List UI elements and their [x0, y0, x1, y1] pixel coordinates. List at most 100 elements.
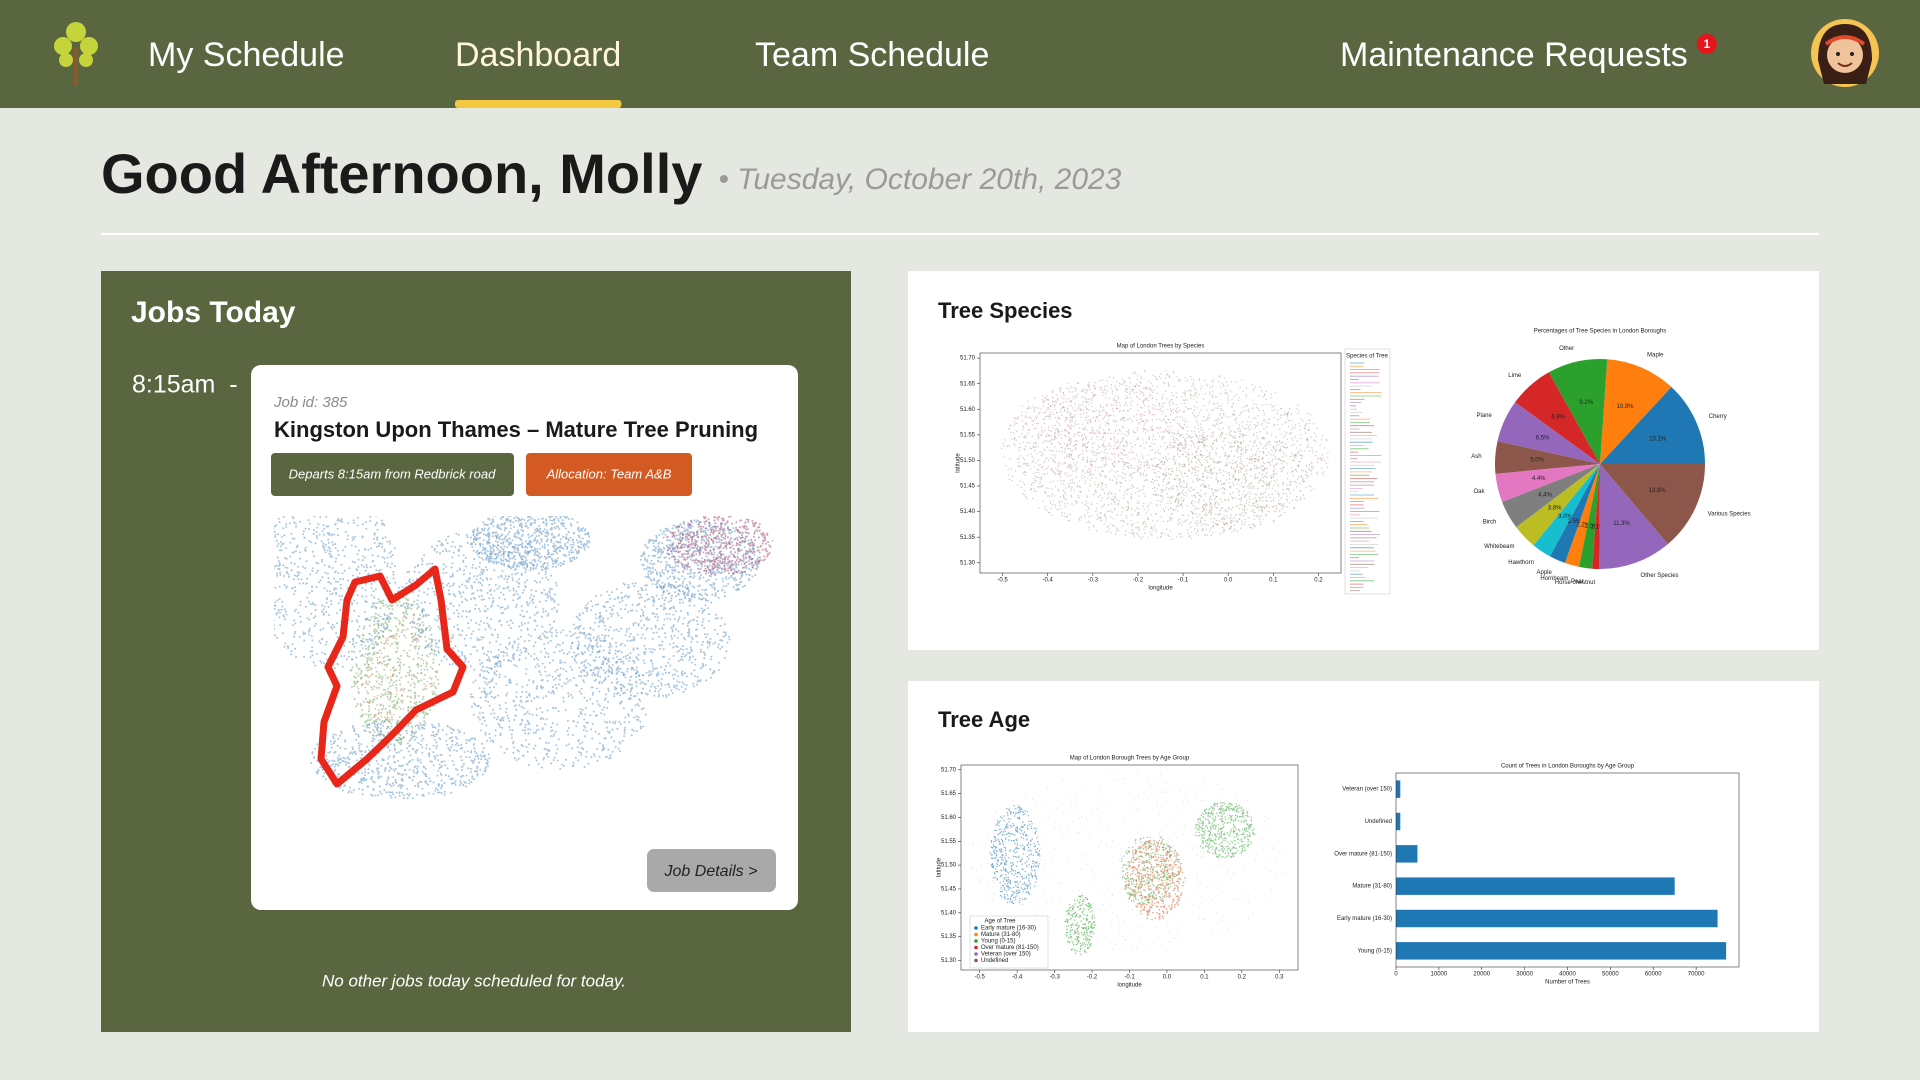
pie-slice	[1579, 464, 1600, 569]
legend-marker	[974, 952, 978, 956]
x-tick-label: 30000	[1516, 972, 1533, 978]
legend-marker	[974, 932, 978, 937]
pie-value-label: 1.1%	[1591, 525, 1605, 531]
job-map	[274, 516, 773, 810]
pie-title: Percentages of Tree Species in London Bo…	[1534, 329, 1666, 335]
pie-value-label: 5.0%	[1530, 458, 1544, 464]
pie-value-label: 13.1%	[1649, 436, 1667, 442]
x-tick-label: 0	[1394, 972, 1398, 978]
texture	[1064, 895, 1096, 955]
y-tick-label: 51.60	[960, 407, 976, 413]
allocation-tag	[526, 453, 692, 496]
x-tick-label: 0.2	[1238, 975, 1247, 981]
texture	[989, 805, 1041, 905]
x-axis-label: longitude	[1117, 983, 1142, 989]
pie-label: Various Species	[1708, 511, 1751, 517]
job-map-bg	[274, 516, 773, 810]
pie-label: Cherry	[1709, 414, 1727, 420]
texture	[1194, 802, 1256, 859]
avatar[interactable]	[1811, 19, 1879, 87]
nav-item[interactable]: Dashboard	[455, 36, 621, 74]
jobs-footer: No other jobs today scheduled for today.	[322, 971, 626, 990]
legend-title: Species of Tree	[1346, 354, 1388, 360]
y-tick-label: 51.70	[960, 356, 976, 362]
logo[interactable]	[54, 22, 98, 86]
pie-label: Lime	[1508, 373, 1522, 379]
plot-frame	[979, 352, 1342, 574]
y-tick-label: Undefined	[1365, 819, 1392, 825]
bar	[1396, 845, 1418, 863]
pie-label: Pear	[1571, 579, 1584, 585]
avatar-eye	[1836, 52, 1840, 56]
pie-slice	[1565, 464, 1600, 567]
y-tick-label: 51.65	[941, 791, 957, 797]
pie-value-label: 6.9%	[1551, 414, 1565, 420]
bar	[1396, 909, 1718, 928]
texture	[1120, 836, 1181, 905]
age-panel	[908, 681, 1819, 1032]
x-tick-label: -0.3	[1088, 578, 1099, 584]
y-tick-label: 51.30	[941, 958, 957, 964]
bar	[1396, 942, 1727, 960]
pie-slice	[1495, 441, 1600, 474]
job-details-label[interactable]: Job Details >	[664, 863, 758, 880]
x-tick-label: 0.0	[1224, 578, 1233, 584]
y-tick-label: 51.45	[960, 484, 976, 490]
logo-leaf	[66, 22, 86, 42]
nav-item[interactable]: Team Schedule	[755, 36, 989, 74]
x-axis-label: Number of Trees	[1545, 980, 1590, 986]
x-tick-label: -0.2	[1133, 578, 1144, 584]
logo-leaf	[54, 37, 72, 55]
legend-label: Early mature (16-30)	[981, 926, 1036, 932]
pie-label: Whitebeam	[1484, 544, 1514, 550]
y-tick-label: 51.45	[941, 887, 957, 893]
pie-label: Oak	[1474, 489, 1486, 495]
job-details-button[interactable]	[647, 849, 776, 892]
map-title: Map of London Borough Trees by Age Group	[1070, 756, 1190, 762]
nav-item[interactable]: Maintenance Requests	[1340, 36, 1688, 74]
pie-value-label: 3.0%	[1558, 514, 1572, 520]
pie-label: Plane	[1477, 413, 1493, 419]
y-tick-label: Veteran (over 150)	[1342, 787, 1392, 793]
age-bar-chart: Count of Trees in London Boroughs by Age…	[1334, 764, 1740, 986]
x-axis-label: longitude	[1148, 586, 1173, 592]
texture	[310, 720, 491, 800]
x-tick-label: -0.5	[975, 975, 986, 981]
pie-slice	[1533, 464, 1600, 557]
legend-marker	[974, 958, 978, 963]
age-map: Map of London Borough Trees by Age Group…	[937, 756, 1299, 989]
job-id: Job id: 385	[273, 394, 348, 411]
pie-value-label: 11.3%	[1613, 521, 1630, 527]
pie-value-label: 2.0%	[1584, 524, 1598, 530]
y-tick-label: Over mature (81-150)	[1334, 851, 1392, 857]
legend-label: Mature (31-80)	[981, 932, 1021, 938]
texture	[1009, 381, 1187, 479]
nav-item[interactable]: My Schedule	[148, 36, 345, 74]
species-pie: Percentages of Tree Species in London Bo…	[1471, 329, 1750, 587]
x-tick-label: -0.5	[997, 578, 1008, 584]
x-tick-label: -0.1	[1124, 975, 1135, 981]
pie-slice	[1599, 464, 1668, 569]
pie-slice	[1502, 464, 1600, 528]
y-tick-label: 51.60	[941, 815, 957, 821]
jobs-title: Jobs Today	[131, 296, 296, 329]
avatar-smile	[1837, 62, 1853, 67]
pie-slice	[1515, 372, 1600, 464]
avatar-face	[1827, 37, 1863, 73]
texture	[570, 579, 731, 701]
y-axis-label: latitude	[937, 857, 943, 877]
nav: My Schedule Dashboard Team Schedule Mainten…	[148, 34, 1717, 108]
pie-value-label: 4.4%	[1538, 492, 1552, 498]
x-tick-label: -0.2	[1087, 975, 1098, 981]
legend-marker	[974, 939, 978, 943]
pie-slice	[1516, 464, 1600, 546]
pie-value-label: 10.8%	[1617, 404, 1635, 410]
x-tick-label: -0.1	[1178, 578, 1189, 584]
y-tick-label: Young (0-15)	[1358, 948, 1392, 954]
legend-label: Young (0-15)	[981, 939, 1015, 945]
y-tick-label: 51.35	[960, 535, 976, 541]
x-tick-label: -0.4	[1012, 975, 1023, 981]
texture	[470, 629, 647, 770]
pie-label: Hornbeam	[1540, 576, 1568, 582]
